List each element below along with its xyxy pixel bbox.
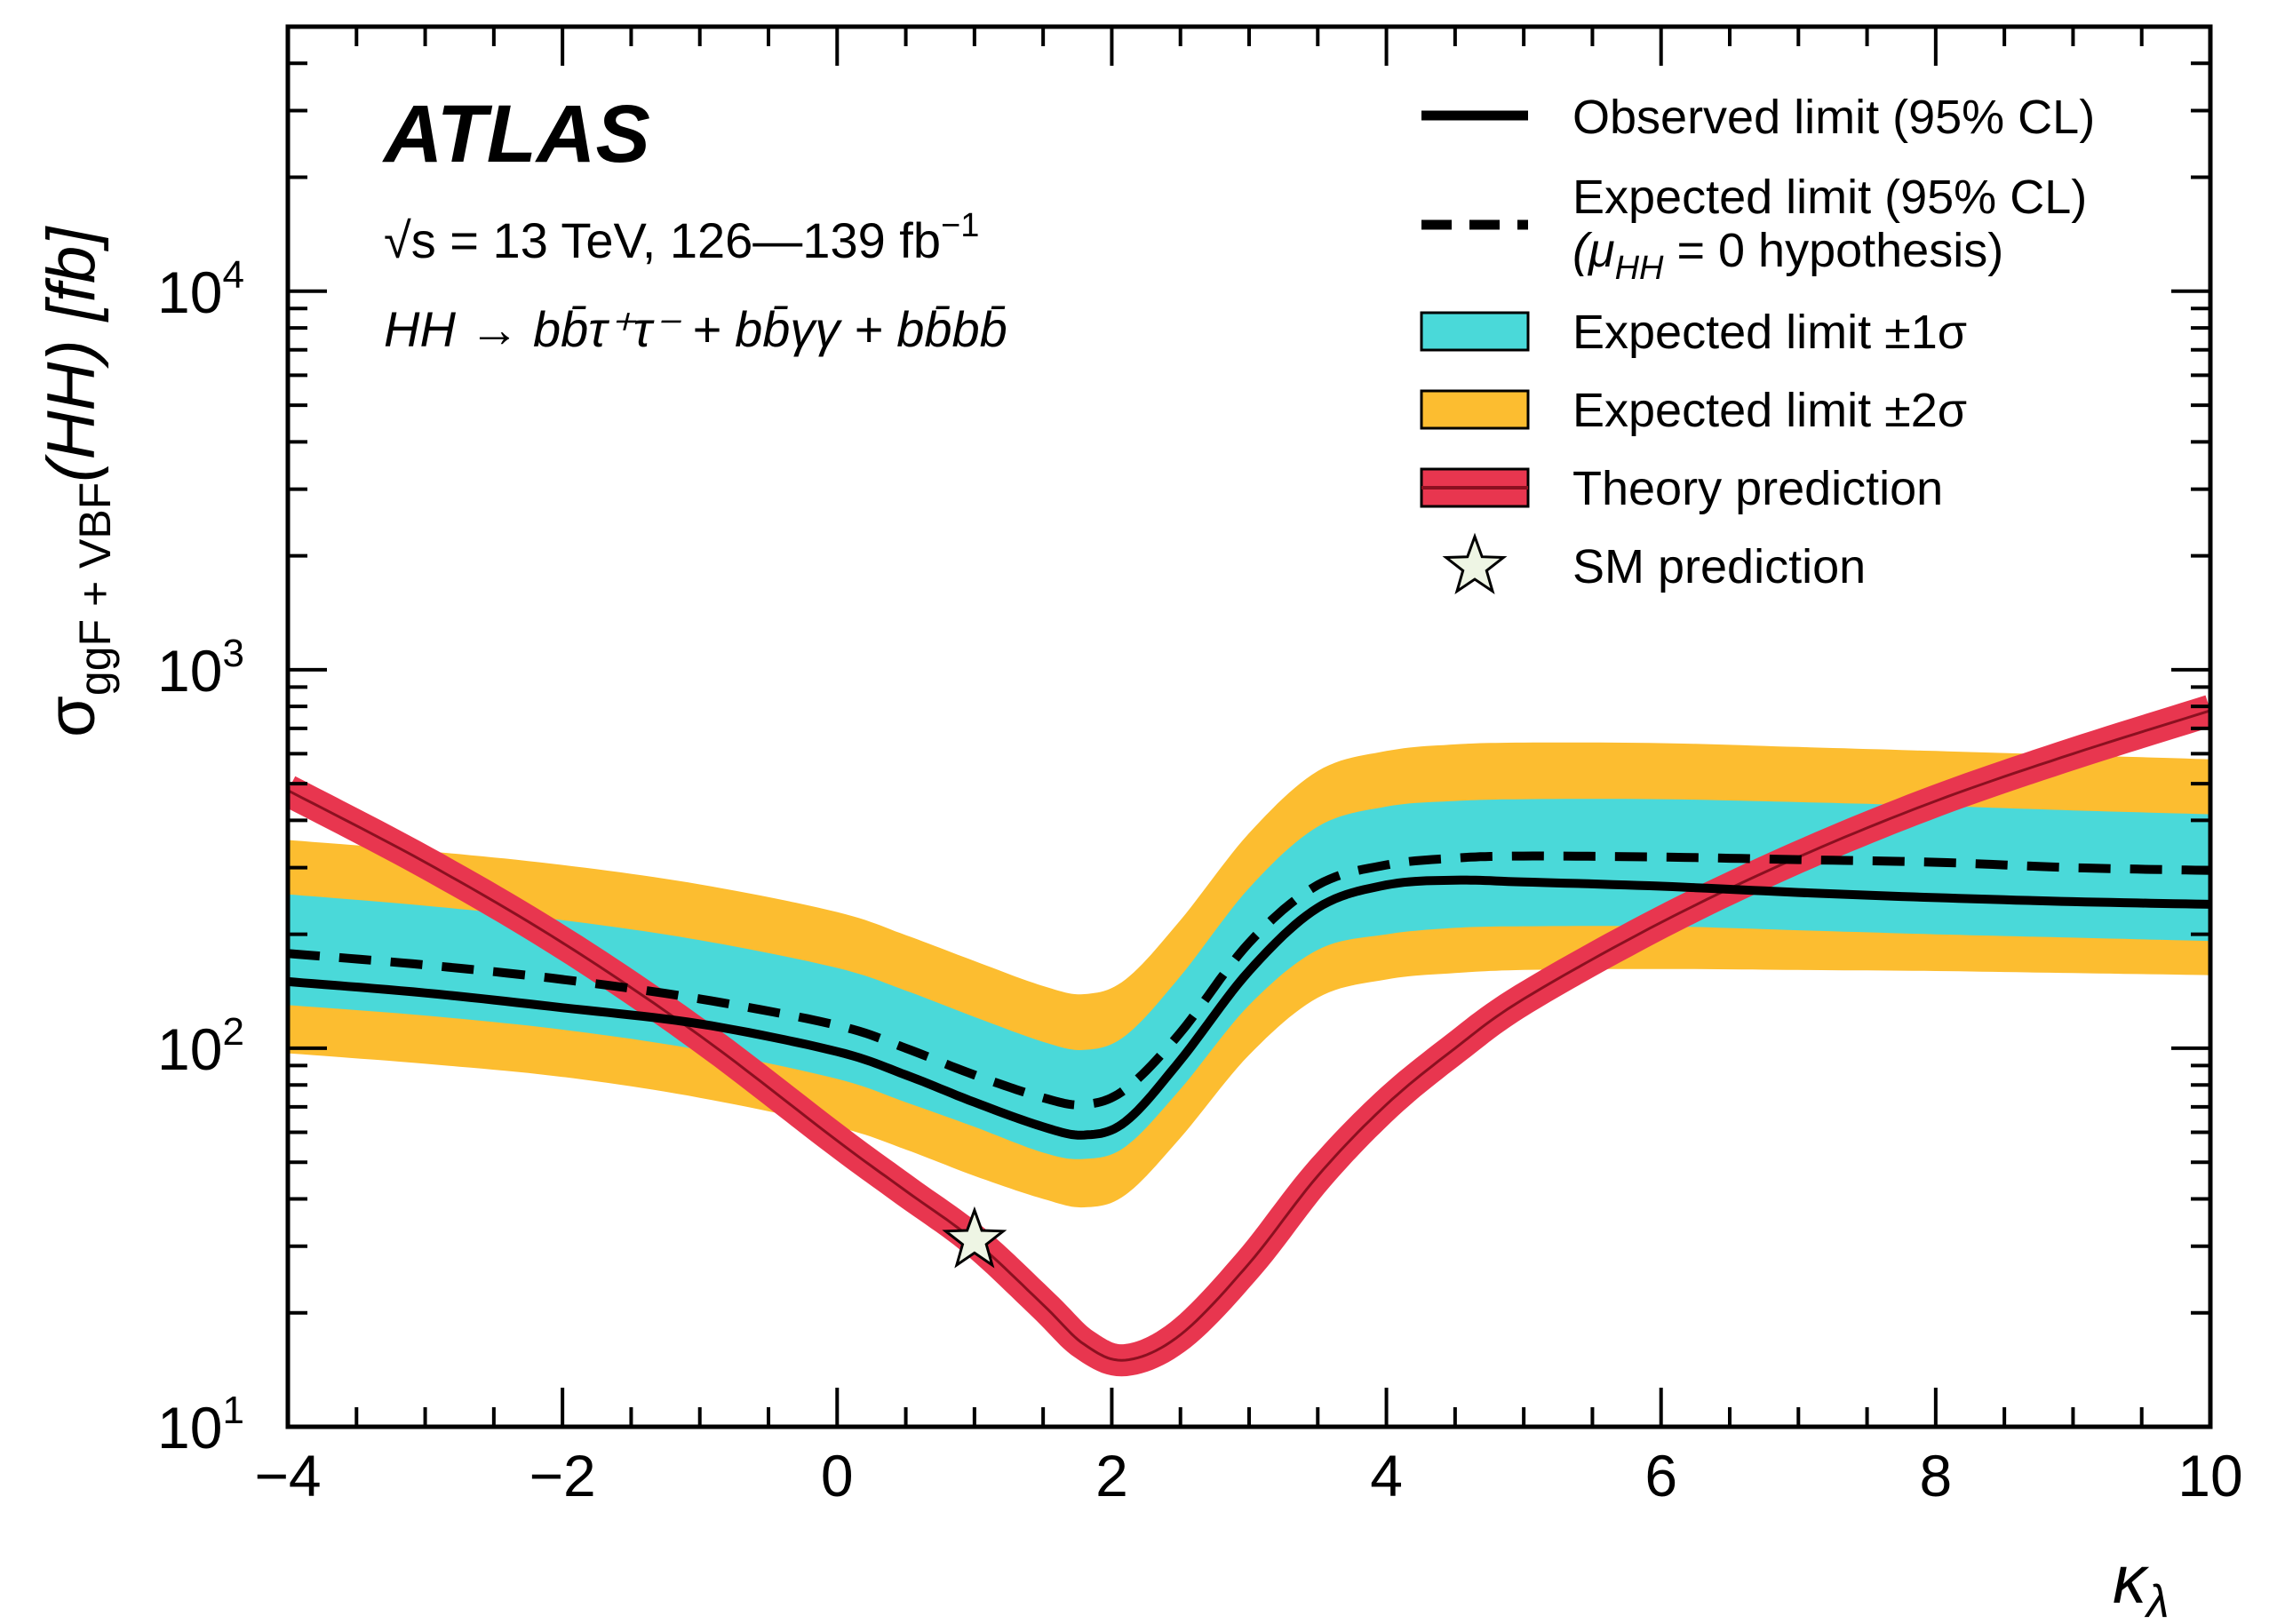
x-tick-label: −4 — [254, 1443, 321, 1509]
channel-text: HH → bb̄τ⁺τ⁻ + bb̄γγ + bb̄bb̄ — [384, 301, 1007, 357]
x-tick-label: 4 — [1370, 1443, 1403, 1509]
x-tick-label: 8 — [1919, 1443, 1952, 1509]
y-tick-label: 102 — [157, 1010, 244, 1082]
legend-theory-label: Theory prediction — [1572, 462, 1943, 515]
y-tick-label: 101 — [157, 1389, 244, 1461]
legend: Observed limit (95% CL) Expected limit (… — [1420, 91, 2095, 595]
x-tick-label: −2 — [529, 1443, 596, 1509]
legend-band2-swatch — [1420, 389, 1530, 430]
observed-limit-line — [288, 875, 2210, 1140]
energy-lumi-text: √s = 13 TeV, 126—139 fb−1 — [384, 207, 979, 268]
x-axis-title: κλ — [2113, 1542, 2169, 1624]
legend-sm-label: SM prediction — [1572, 540, 1866, 593]
atlas-label: ATLAS — [382, 89, 650, 179]
x-tick-label: 0 — [821, 1443, 854, 1509]
x-tick-labels: −4 −2 0 2 4 6 8 10 — [254, 1443, 2242, 1509]
y-tick-labels: 101 102 103 104 — [157, 253, 244, 1461]
legend-band2-label: Expected limit ±2σ — [1572, 384, 1967, 437]
y-axis-title: σggF + VBF(HH) [fb] — [34, 226, 120, 737]
legend-expected-label: Expected limit (95% CL) — [1572, 171, 2087, 224]
legend-band1-label: Expected limit ±1σ — [1572, 306, 1967, 359]
axis-ticks — [286, 25, 2212, 1429]
legend-expected-label-2: (μHH = 0 hypothesis) — [1572, 224, 2003, 287]
legend-sm-star — [1442, 532, 1508, 595]
theory-prediction-line — [288, 709, 2210, 1362]
sm-prediction-star — [942, 1206, 1007, 1269]
expected-limit-line — [288, 851, 2210, 1110]
x-tick-label: 6 — [1644, 1443, 1677, 1509]
y-tick-label: 103 — [157, 632, 244, 704]
x-tick-label: 2 — [1095, 1443, 1128, 1509]
legend-band1-swatch — [1420, 311, 1530, 352]
y-tick-label: 104 — [157, 253, 244, 325]
x-tick-label: 10 — [2177, 1443, 2242, 1509]
legend-observed-label: Observed limit (95% CL) — [1572, 91, 2095, 144]
